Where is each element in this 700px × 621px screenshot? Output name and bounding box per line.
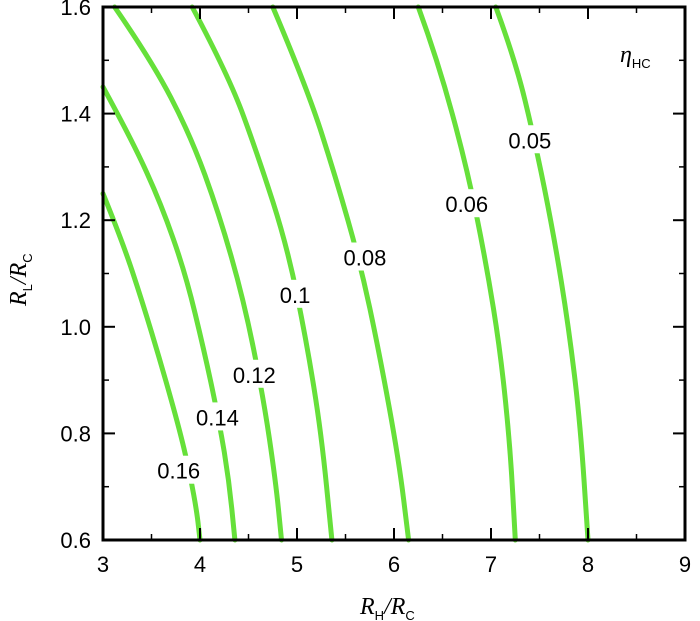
axis-ticks: 3 4 5 6 7 8 9 0.6 0.8 1.0 1.2 1.4 1.6	[60, 0, 691, 577]
y-tick-label: 1.0	[60, 315, 91, 340]
x-tick-label: 4	[194, 552, 206, 577]
contour-line-0.1	[189, 4, 335, 543]
y-tick-label: 1.2	[60, 208, 91, 233]
contour-label-0.12: 0.12	[233, 363, 276, 388]
contour-line-0.06	[415, 4, 518, 543]
y-tick-label: 0.8	[60, 421, 91, 446]
y-tick-label: 1.4	[60, 102, 91, 127]
x-tick-label: 8	[582, 552, 594, 577]
contour-label-0.1: 0.1	[280, 283, 311, 308]
contour-line-0.05	[493, 4, 591, 543]
contour-label-bg	[272, 279, 318, 308]
contour-label-0.05: 0.05	[508, 128, 551, 153]
y-tick-label: 0.6	[60, 528, 91, 553]
contour-label-0.06: 0.06	[445, 192, 488, 217]
y-tick-label: 1.6	[60, 0, 91, 20]
contour-label-bg	[225, 359, 284, 388]
y-axis-title-group: RL/RC	[6, 253, 35, 307]
contour-label-0.08: 0.08	[343, 246, 386, 271]
contour-labels: 0.16 0.14 0.12 0.1 0.08 0.06 0.05	[149, 125, 559, 484]
contour-label-0.14: 0.14	[196, 405, 239, 430]
y-axis-title: RL/RC	[6, 253, 35, 307]
x-axis-title: RH/RC	[359, 594, 415, 621]
contour-label-bg	[188, 402, 247, 431]
contour-line-0.16	[100, 191, 203, 543]
contour-label-bg	[437, 189, 496, 218]
contour-label-bg	[500, 125, 559, 154]
x-tick-label: 5	[291, 552, 303, 577]
x-tick-label: 7	[485, 552, 497, 577]
contour-label-bg	[149, 455, 208, 484]
contour-label-bg	[335, 242, 394, 271]
contour-line-0.14	[100, 84, 238, 543]
contour-line-0.12	[112, 4, 284, 543]
x-tick-label: 6	[388, 552, 400, 577]
eta-annotation: ηHC	[620, 42, 651, 71]
x-tick-label: 3	[97, 552, 109, 577]
x-tick-label: 9	[679, 552, 691, 577]
contour-label-0.16: 0.16	[157, 459, 200, 484]
